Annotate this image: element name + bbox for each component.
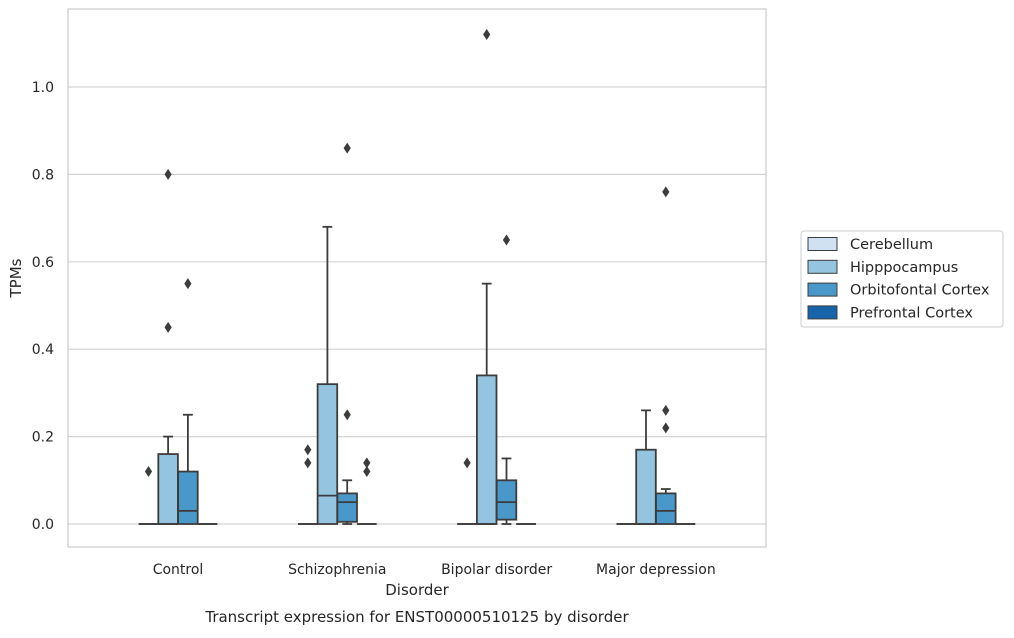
outlier-point	[164, 321, 172, 333]
x-tick-label: Major depression	[596, 562, 716, 578]
box-group	[635, 409, 657, 525]
x-tick-label: Schizophrenia	[288, 562, 386, 578]
box	[635, 448, 657, 525]
box-group	[298, 444, 318, 525]
box-group	[457, 457, 477, 525]
y-tick-labels: 0.0 0.2 0.4 0.6 0.8 1.0	[32, 80, 54, 533]
legend-label: Cerebellum	[850, 237, 933, 253]
box-group	[495, 234, 518, 525]
box-group	[316, 225, 339, 525]
box	[336, 492, 358, 523]
legend-items: Cerebellum Hipppocampus Orbitofontal Corte…	[807, 237, 990, 321]
outlier-point	[363, 466, 371, 478]
x-axis-label: Disorder	[385, 581, 449, 599]
box	[316, 383, 339, 525]
outlier-point	[304, 444, 312, 456]
box-group	[475, 29, 498, 525]
y-tick-label: 0.6	[32, 255, 54, 271]
legend-label: Orbitofontal Cortex	[850, 283, 990, 299]
outlier-point	[483, 29, 491, 41]
outlier-point	[164, 168, 172, 180]
outlier-point	[502, 234, 511, 246]
outlier-point	[184, 278, 192, 290]
box	[495, 479, 518, 521]
x-tick-labels: Control Schizophrenia Bipolar disorder Majo…	[153, 562, 716, 578]
outlier-point	[662, 404, 670, 416]
box-group	[655, 186, 677, 525]
outlier-point	[662, 422, 670, 434]
outlier-point	[144, 466, 153, 478]
legend-label: Prefrontal Cortex	[850, 305, 973, 321]
y-tick-label: 0.4	[32, 342, 54, 358]
legend-frame	[800, 230, 1004, 328]
x-tick-label: Bipolar disorder	[441, 562, 552, 578]
chart-title: Transcript expression for ENST0000051012…	[204, 608, 629, 626]
y-tick-label: 0.8	[32, 167, 54, 183]
outlier-point	[662, 186, 670, 198]
box	[157, 453, 179, 525]
box-group	[157, 168, 179, 525]
y-tick-label: 0.2	[32, 430, 54, 446]
box-group	[138, 466, 159, 525]
y-axis-label: TPMs	[7, 258, 25, 298]
outlier-point	[343, 142, 351, 154]
box-group	[177, 278, 199, 525]
legend: Cerebellum Hipppocampus Orbitofontal Corte…	[800, 230, 1004, 328]
outlier-point	[463, 457, 471, 469]
outlier-point	[304, 457, 312, 469]
box	[655, 492, 677, 525]
y-tick-label: 0.0	[32, 517, 54, 533]
legend-swatch	[807, 237, 838, 251]
outlier-point	[363, 457, 371, 469]
x-tick-label: Control	[153, 562, 204, 578]
legend-swatch	[807, 282, 838, 297]
box-group	[336, 142, 358, 525]
legend-swatch	[807, 259, 838, 274]
box	[177, 470, 199, 525]
legend-swatch	[807, 305, 838, 320]
box	[475, 374, 498, 525]
legend-label: Hipppocampus	[850, 260, 958, 276]
boxes-layer	[138, 29, 696, 525]
y-tick-label: 1.0	[32, 80, 54, 96]
outlier-point	[343, 409, 351, 421]
plot-frame	[67, 8, 767, 548]
box-group	[357, 457, 377, 525]
